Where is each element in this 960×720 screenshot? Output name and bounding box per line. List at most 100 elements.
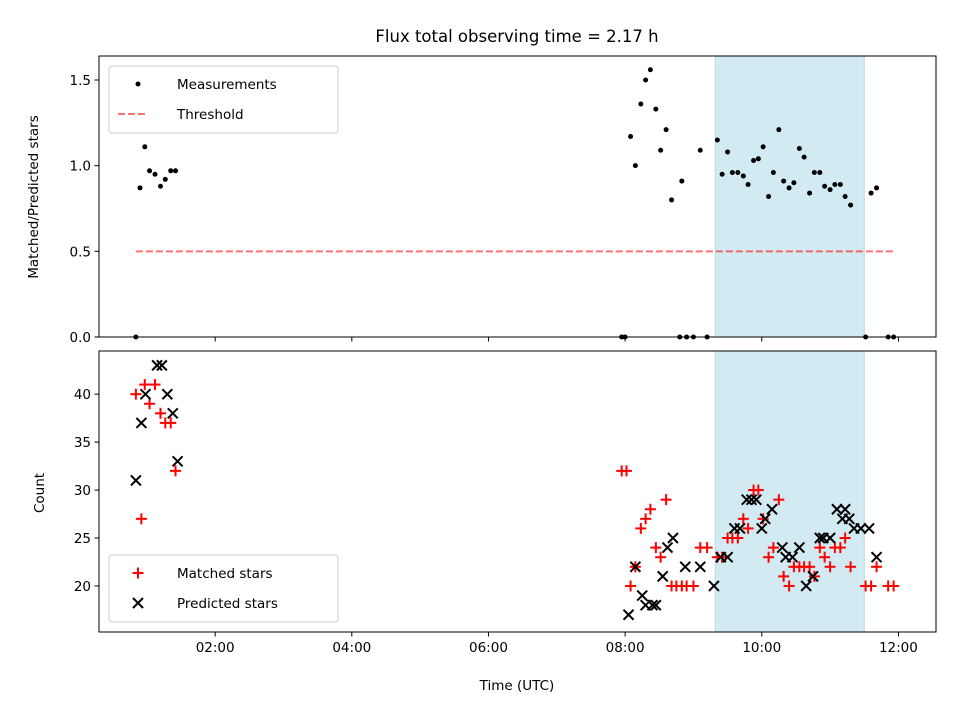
x-tick-label: 10:00 <box>742 640 781 656</box>
data-point <box>679 561 691 573</box>
data-point <box>650 542 662 554</box>
data-point <box>807 190 813 196</box>
bottom-y-axis-label: Count <box>32 473 48 513</box>
data-point <box>156 359 168 372</box>
data-point <box>694 561 706 573</box>
data-point <box>742 522 754 534</box>
data-point <box>839 532 851 544</box>
data-point <box>154 407 166 419</box>
legend: Matched stars Predicted stars <box>108 554 339 623</box>
y-tick-label: 20 <box>74 579 91 595</box>
axes-frame <box>98 55 937 338</box>
data-point <box>814 532 826 544</box>
legend-label: Threshold <box>176 107 244 123</box>
data-point <box>135 513 147 525</box>
data-point <box>142 144 148 150</box>
data-point <box>855 522 867 535</box>
x-tick-label: 06:00 <box>469 640 508 656</box>
x-tick-label: 12:00 <box>879 640 918 656</box>
y-tick-label: 35 <box>74 435 91 451</box>
data-point <box>147 168 153 174</box>
y-tick-label: 1.5 <box>70 73 91 89</box>
data-point <box>644 503 656 515</box>
data-point <box>708 580 720 592</box>
data-point <box>625 580 637 592</box>
y-tick-label: 0.5 <box>70 244 91 260</box>
data-point <box>130 474 142 487</box>
data-point <box>766 194 772 199</box>
data-point <box>776 127 782 133</box>
data-point <box>793 541 806 554</box>
data-point <box>843 513 855 525</box>
data-point <box>837 182 843 188</box>
data-point <box>636 589 648 602</box>
legend-label: Predicted stars <box>177 596 278 612</box>
data-point <box>687 580 699 592</box>
data-point <box>770 170 776 176</box>
data-point <box>157 183 163 189</box>
legend-item: Predicted stars <box>132 596 278 612</box>
data-point <box>865 580 877 592</box>
data-point <box>752 484 764 496</box>
y-tick-label: 30 <box>74 483 91 499</box>
data-point <box>842 194 848 199</box>
legend-swatch <box>132 567 144 579</box>
data-point <box>763 551 775 563</box>
data-point <box>152 171 158 177</box>
data-point <box>751 158 757 164</box>
data-point <box>714 137 720 143</box>
data-point <box>822 183 828 189</box>
x-tick-label: 02:00 <box>196 640 235 656</box>
data-point <box>139 388 152 400</box>
data-point <box>638 101 644 107</box>
data-point <box>800 580 812 592</box>
data-point <box>870 551 883 563</box>
data-point <box>725 149 731 155</box>
data-point <box>139 379 151 391</box>
data-point <box>767 542 779 554</box>
data-point <box>650 599 662 611</box>
data-point <box>791 180 797 186</box>
bottom-panel: 02:00 04:00 06:00 08:00 10:00 12:00 20 25 30 35 40… <box>74 350 937 656</box>
data-point <box>635 522 647 534</box>
data-point <box>660 494 672 506</box>
data-point <box>756 522 768 535</box>
data-point <box>149 379 161 391</box>
data-point <box>786 185 792 191</box>
data-point <box>719 171 725 177</box>
data-point <box>655 551 667 563</box>
y-tick-label: 0.0 <box>70 330 91 346</box>
x-tick-label: 08:00 <box>606 640 645 656</box>
data-point <box>661 541 674 554</box>
data-point <box>832 182 838 188</box>
data-point <box>848 202 854 208</box>
data-point <box>729 170 735 176</box>
legend-frame <box>108 65 339 134</box>
data-point <box>667 532 679 544</box>
data-point <box>750 493 763 506</box>
data-point <box>628 134 634 140</box>
data-point <box>740 173 746 179</box>
chart-title: Flux total observing time = 2.17 h <box>375 27 658 46</box>
legend-label: Matched stars <box>177 566 273 582</box>
data-point <box>620 465 632 477</box>
data-point <box>701 542 713 554</box>
legend-swatch <box>135 81 141 87</box>
y-tick-label: 40 <box>74 387 91 403</box>
data-point <box>868 190 874 196</box>
data-point <box>653 106 659 112</box>
data-point <box>741 493 753 506</box>
data-point <box>647 67 653 73</box>
data-point <box>622 609 635 621</box>
x-axis-label: Time (UTC) <box>479 678 555 694</box>
y-tick-label: 1.0 <box>70 159 91 175</box>
data-point <box>760 144 766 150</box>
data-point <box>161 388 174 400</box>
data-point <box>640 513 652 525</box>
y-tick-label: 25 <box>74 531 91 547</box>
data-point <box>646 599 659 611</box>
data-point <box>697 147 703 153</box>
top-y-axis-label: Matched/Predicted stars <box>26 115 42 278</box>
data-point <box>888 580 900 592</box>
